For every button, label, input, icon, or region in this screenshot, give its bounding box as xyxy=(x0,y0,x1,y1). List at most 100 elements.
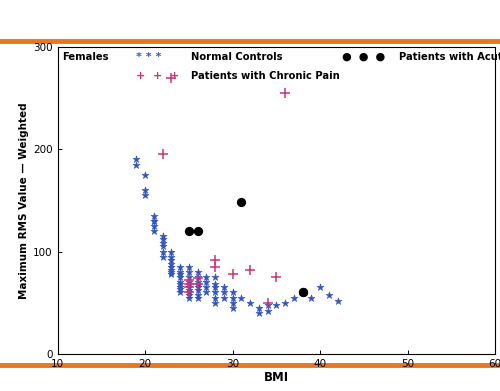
Point xyxy=(194,275,202,281)
Point xyxy=(325,291,333,298)
Point xyxy=(185,279,193,285)
Point xyxy=(202,279,210,285)
Text: +  +  +: + + + xyxy=(136,72,180,81)
Point xyxy=(167,253,175,260)
Point xyxy=(228,289,236,296)
X-axis label: BMI: BMI xyxy=(264,371,289,384)
Point xyxy=(228,271,236,277)
Point xyxy=(185,281,193,287)
Point xyxy=(246,267,254,273)
Point xyxy=(211,281,219,287)
Point xyxy=(290,294,298,301)
Point xyxy=(132,161,140,168)
Point xyxy=(176,269,184,275)
Point xyxy=(334,298,342,304)
Point xyxy=(176,279,184,285)
Point xyxy=(185,281,193,287)
Point xyxy=(167,256,175,263)
Text: Females: Females xyxy=(62,52,108,61)
Point xyxy=(176,281,184,287)
Y-axis label: Maximum RMS Value — Weighted: Maximum RMS Value — Weighted xyxy=(19,102,29,299)
Point xyxy=(176,284,184,291)
Point xyxy=(194,228,202,234)
Point xyxy=(211,256,219,263)
Point xyxy=(220,284,228,291)
Point xyxy=(176,274,184,280)
Point xyxy=(202,274,210,280)
Point xyxy=(272,274,280,280)
Point xyxy=(211,284,219,291)
Point xyxy=(220,289,228,296)
Text: Normal Controls: Normal Controls xyxy=(191,52,282,61)
Point xyxy=(176,286,184,292)
Point xyxy=(194,287,202,294)
Point xyxy=(307,294,316,301)
Point xyxy=(298,289,306,296)
Point xyxy=(237,199,245,206)
Text: Medscape: Medscape xyxy=(8,10,86,24)
Point xyxy=(220,294,228,301)
Point xyxy=(158,236,166,242)
Point xyxy=(281,90,289,96)
Point xyxy=(185,289,193,296)
Point xyxy=(158,240,166,246)
Point xyxy=(167,74,175,81)
Point xyxy=(185,291,193,298)
Point xyxy=(158,248,166,255)
Text: ®: ® xyxy=(74,8,83,17)
Text: Patients with Acute Pain: Patients with Acute Pain xyxy=(399,52,500,61)
Point xyxy=(202,284,210,291)
Point xyxy=(194,269,202,275)
Text: Patients with Chronic Pain: Patients with Chronic Pain xyxy=(191,72,340,81)
Point xyxy=(176,271,184,277)
Point xyxy=(211,300,219,306)
Point xyxy=(194,291,202,298)
Point xyxy=(298,289,306,296)
Point xyxy=(167,271,175,277)
Point xyxy=(194,281,202,287)
Point xyxy=(167,264,175,270)
Point xyxy=(150,223,158,229)
Text: ●  ●  ●: ● ● ● xyxy=(342,52,385,61)
Point xyxy=(158,253,166,260)
Point xyxy=(185,269,193,275)
Point xyxy=(211,289,219,296)
Point xyxy=(264,308,272,314)
Point xyxy=(185,277,193,283)
Point xyxy=(194,281,202,287)
Point xyxy=(298,289,306,296)
Point xyxy=(237,294,245,301)
Point xyxy=(185,228,193,234)
Point xyxy=(185,264,193,270)
Point xyxy=(316,284,324,291)
Point xyxy=(202,289,210,296)
Point xyxy=(194,294,202,301)
Point xyxy=(150,218,158,224)
Point xyxy=(254,305,263,311)
Point xyxy=(185,274,193,280)
Point xyxy=(150,228,158,234)
Point xyxy=(246,300,254,306)
Point xyxy=(194,274,202,280)
Point xyxy=(264,301,272,308)
Text: www.medscape.com: www.medscape.com xyxy=(175,11,312,23)
Point xyxy=(176,264,184,270)
Point xyxy=(185,287,193,294)
Point xyxy=(185,284,193,291)
Point xyxy=(141,172,149,178)
Text: * * *: * * * xyxy=(136,52,162,61)
Point xyxy=(254,310,263,316)
Point xyxy=(158,151,166,158)
Point xyxy=(211,274,219,280)
Point xyxy=(194,279,202,285)
Point xyxy=(194,284,202,291)
Point xyxy=(281,300,289,306)
Point xyxy=(167,248,175,255)
Point xyxy=(132,156,140,163)
Point xyxy=(264,300,272,306)
Point xyxy=(158,233,166,239)
Point xyxy=(167,261,175,267)
Point xyxy=(158,243,166,249)
Point xyxy=(141,187,149,193)
Text: Source: Spine © 2003 Lippincott Williams & Wilkins: Source: Spine © 2003 Lippincott Williams… xyxy=(158,375,392,384)
